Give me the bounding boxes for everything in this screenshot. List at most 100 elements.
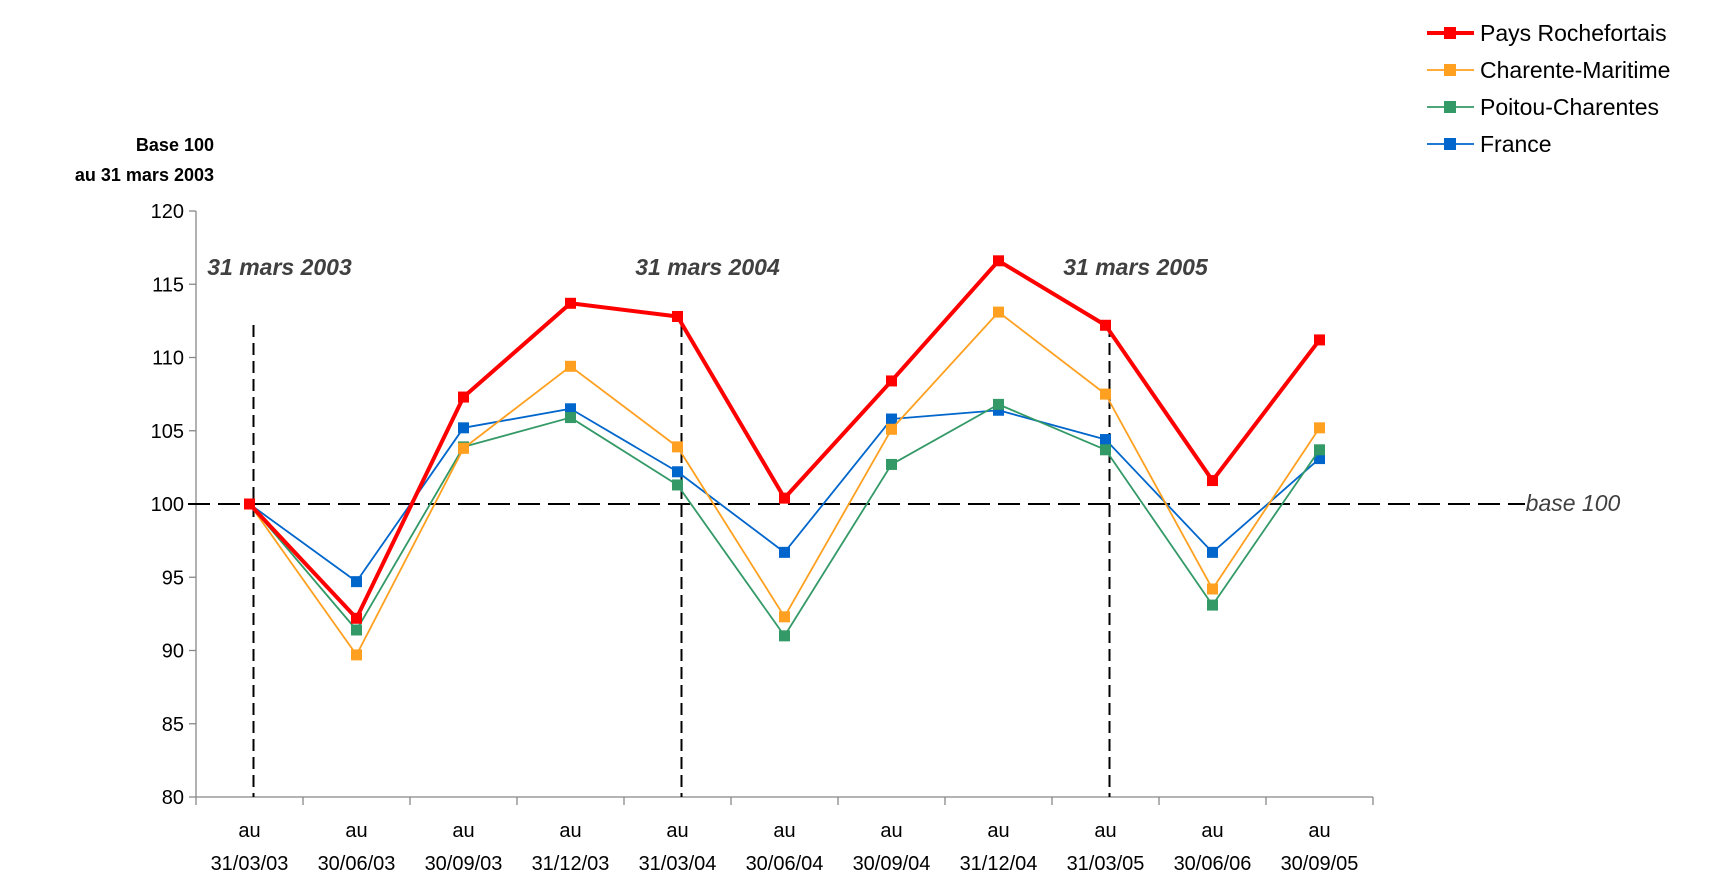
- x-tick-label: 31/12/03: [532, 853, 610, 873]
- data-point-marker: [565, 412, 576, 424]
- series-line: [248, 311, 1321, 656]
- x-tick-label: au: [1308, 820, 1330, 842]
- x-tick-label: 31/03/03: [211, 853, 289, 873]
- y-tick-label: 80: [162, 787, 184, 809]
- data-point-marker: [672, 479, 683, 491]
- data-point-marker: [886, 375, 897, 387]
- x-tick-label: au: [559, 820, 581, 842]
- x-tick-label: 30/06/06: [1174, 853, 1252, 873]
- data-point-marker: [1207, 546, 1218, 558]
- legend-swatch-marker: [1444, 27, 1456, 39]
- data-point-marker: [565, 297, 576, 309]
- data-point-marker: [1314, 453, 1325, 465]
- y-tick-label: 85: [162, 714, 184, 736]
- x-tick-label: 31/03/04: [639, 853, 717, 873]
- series-line: [248, 258, 1322, 621]
- data-point-marker: [1100, 434, 1111, 446]
- baseline-label: base 100: [1526, 490, 1621, 516]
- legend-swatch-marker: [1444, 138, 1456, 150]
- x-tick-label: 30/09/03: [425, 853, 503, 873]
- data-point-marker: [565, 360, 576, 372]
- y-tick-label: 120: [151, 201, 184, 223]
- x-tick-label: au: [1201, 820, 1223, 842]
- x-tick-label: 30/09/05: [1281, 853, 1359, 873]
- data-point-marker: [672, 310, 683, 322]
- legend-item: Charente-Maritime: [1427, 57, 1670, 83]
- y-tick-label: 115: [152, 274, 184, 296]
- annotation-label: 31 mars 2005: [1063, 254, 1209, 280]
- x-tick-label: 30/09/04: [853, 853, 931, 873]
- data-point-marker: [886, 458, 897, 470]
- y-tick-label: 95: [162, 567, 184, 589]
- data-point-marker: [351, 649, 362, 661]
- axes: 80 85 90 95 100 105 110 115 120 au 31/03/03 au 30/06…: [151, 201, 1374, 873]
- series-layer: [244, 255, 1325, 661]
- y-tick-label: 110: [152, 348, 184, 370]
- y-axis-title-line: au 31 mars 2003: [75, 165, 214, 185]
- data-point-marker: [993, 255, 1004, 267]
- x-tick-label: 31/03/05: [1067, 853, 1145, 873]
- data-point-marker: [1207, 583, 1218, 595]
- y-tick-label: 105: [151, 421, 184, 443]
- x-tick-label: au: [345, 820, 367, 842]
- x-tick-label: au: [773, 820, 795, 842]
- data-point-marker: [993, 398, 1004, 410]
- x-tick-label: 31/12/04: [960, 853, 1038, 873]
- legend-swatch-marker: [1444, 101, 1456, 113]
- x-tick-label: au: [452, 820, 474, 842]
- y-axis-title-line: Base 100: [136, 135, 214, 155]
- data-point-marker: [565, 403, 576, 415]
- data-point-marker: [1207, 475, 1218, 487]
- data-point-marker: [993, 306, 1004, 318]
- annotation-label: 31 mars 2003: [207, 254, 352, 280]
- y-tick-label: 100: [151, 494, 184, 516]
- legend-label: Pays Rochefortais: [1480, 20, 1667, 46]
- y-axis-title: Base 100 au 31 mars 2003: [75, 135, 214, 185]
- data-point-marker: [779, 611, 790, 623]
- series-charente-maritime: [244, 306, 1325, 661]
- reference-lines: base 100: [188, 325, 1621, 797]
- y-tick-label: 90: [162, 641, 184, 663]
- legend-item: France: [1427, 131, 1552, 157]
- data-point-marker: [1100, 388, 1111, 400]
- data-point-marker: [672, 441, 683, 453]
- x-tick-label: au: [987, 820, 1009, 842]
- data-point-marker: [886, 423, 897, 435]
- series-pays-rochefortais: [244, 255, 1325, 624]
- legend-label: France: [1480, 131, 1552, 157]
- data-point-marker: [1207, 599, 1218, 611]
- x-tick-label: 30/06/03: [318, 853, 396, 873]
- legend-item: Pays Rochefortais: [1427, 20, 1667, 46]
- data-point-marker: [458, 391, 469, 403]
- x-tick-label: au: [1094, 820, 1116, 842]
- data-point-marker: [779, 630, 790, 642]
- data-point-marker: [779, 546, 790, 558]
- legend: Pays Rochefortais Charente-Maritime Poitou…: [1427, 20, 1670, 157]
- data-point-marker: [1314, 444, 1325, 456]
- data-point-marker: [351, 612, 362, 624]
- x-tick-label: au: [880, 820, 902, 842]
- legend-item: Poitou-Charentes: [1427, 94, 1659, 120]
- data-point-marker: [351, 624, 362, 636]
- annotation-label: 31 mars 2004: [635, 254, 780, 280]
- data-point-marker: [458, 442, 469, 454]
- data-point-marker: [779, 492, 790, 504]
- x-tick-label: 30/06/04: [746, 853, 824, 873]
- annotations: 31 mars 2003 31 mars 2004 31 mars 2005: [207, 254, 1209, 280]
- data-point-marker: [351, 576, 362, 588]
- data-point-marker: [886, 413, 897, 425]
- data-point-marker: [1314, 422, 1325, 434]
- data-point-marker: [993, 404, 1004, 416]
- legend-swatch-marker: [1444, 64, 1456, 76]
- data-point-marker: [1314, 334, 1325, 346]
- x-tick-label: au: [238, 820, 260, 842]
- data-point-marker: [1100, 319, 1111, 331]
- data-point-marker: [244, 498, 255, 510]
- data-point-marker: [672, 466, 683, 478]
- legend-label: Poitou-Charentes: [1480, 94, 1659, 120]
- legend-label: Charente-Maritime: [1480, 57, 1670, 83]
- data-point-marker: [458, 422, 469, 434]
- data-point-marker: [1100, 444, 1111, 456]
- series-line: [248, 403, 1321, 637]
